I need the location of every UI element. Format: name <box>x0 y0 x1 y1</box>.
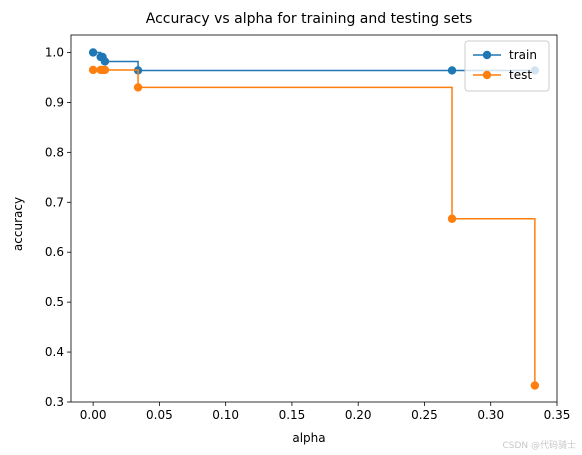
y-tick-label: 0.6 <box>45 245 64 259</box>
plot-frame <box>70 34 558 403</box>
data-point-train <box>88 48 98 57</box>
x-tick-label: 0.35 <box>544 408 571 422</box>
data-point-test <box>530 381 540 390</box>
data-point-test <box>88 65 98 75</box>
data-point-test <box>133 83 143 92</box>
legend-marker-test <box>482 70 492 80</box>
y-tick-label: 0.4 <box>45 345 64 359</box>
x-tick-label: 0.10 <box>212 408 239 422</box>
legend-label-train: train <box>509 48 537 62</box>
y-tick-label: 0.8 <box>45 145 64 159</box>
x-tick-label: 0.25 <box>411 408 438 422</box>
x-axis-label: alpha <box>292 431 325 445</box>
data-point-test <box>447 214 457 223</box>
y-axis-label: accuracy <box>11 197 25 251</box>
plot-area <box>88 48 540 390</box>
y-tick-label: 0.9 <box>45 95 64 109</box>
y-tick-label: 0.5 <box>45 295 64 309</box>
legend-label-test: test <box>509 68 532 82</box>
axes: 0.00 0.05 0.10 0.15 0.20 0.25 0.30 0.35 0.3 0.4 0.… <box>45 34 571 422</box>
watermark: CSDN @代码骑士 <box>502 441 576 451</box>
y-tick-label: 0.7 <box>45 195 64 209</box>
x-tick-label: 0.20 <box>345 408 372 422</box>
chart-title: Accuracy vs alpha for training and testi… <box>146 11 473 27</box>
y-tick-label: 0.3 <box>45 395 64 409</box>
data-point-train <box>100 57 110 66</box>
x-tick-label: 0.30 <box>477 408 504 422</box>
x-tick-label: 0.00 <box>80 408 107 422</box>
x-tick-label: 0.15 <box>279 408 306 422</box>
series-line-test <box>93 69 536 386</box>
data-point-train <box>447 66 457 75</box>
legend: train test <box>464 40 550 92</box>
y-tick-label: 1.0 <box>45 45 64 59</box>
data-point-test <box>100 65 110 75</box>
legend-marker-train <box>482 50 492 60</box>
x-tick-label: 0.05 <box>146 408 173 422</box>
